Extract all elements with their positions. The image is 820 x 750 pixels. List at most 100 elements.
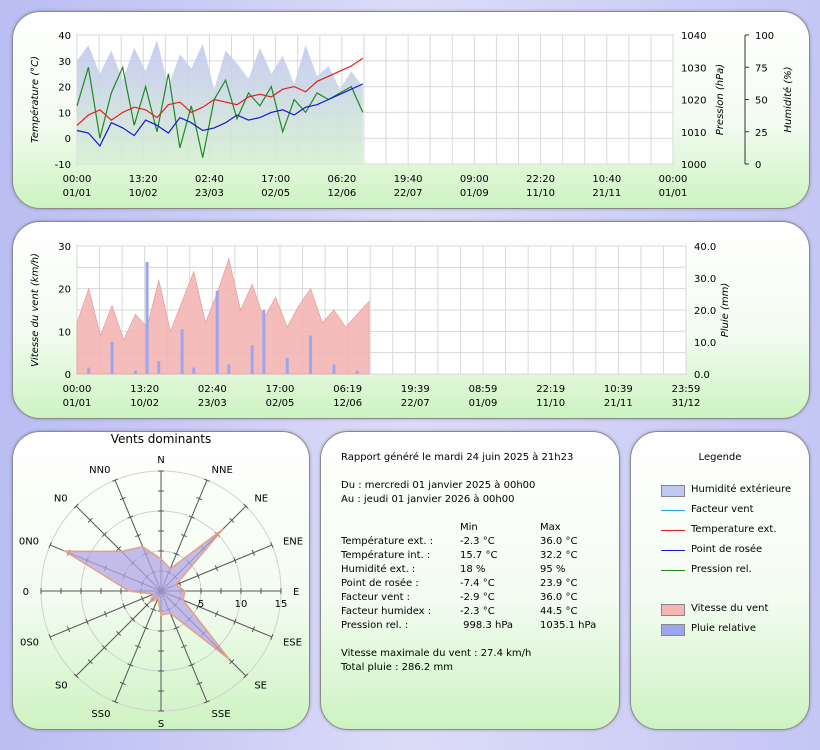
wind-x-tick-date: 31/12 <box>672 398 701 409</box>
humidity-series-area <box>77 40 363 165</box>
pressure-series-line <box>76 65 364 158</box>
temp-x-tick-time: 19:40 <box>394 174 423 185</box>
rose-direction-label: SSE <box>212 709 231 720</box>
dewpoint-series-line <box>76 83 364 147</box>
report-row-max: 32.2 °C <box>540 550 578 561</box>
rose-spoke-tick <box>48 633 52 640</box>
rose-direction-label: SS0 <box>91 709 110 720</box>
rose-direction-label: N0 <box>54 494 68 505</box>
wind-x-tick-date: 23/03 <box>198 398 227 409</box>
temp-y-tick: 0 <box>65 134 71 145</box>
rose-spoke-tick <box>196 572 200 579</box>
rose-spoke-tick <box>251 626 255 633</box>
rose-spoke-tick <box>203 700 210 704</box>
wind-y-label: Vitesse du vent (km/h) <box>30 253 41 367</box>
legend-label: Point de rosée <box>691 544 763 555</box>
rain-bar <box>250 345 254 374</box>
humidity-y-label: Humidité (%) <box>782 66 794 132</box>
temperature-chart-panel: 00:00 01/01 13:20 10/02 02:40 23/03 17:00 02/05… <box>12 11 810 209</box>
rose-spoke-tick <box>214 610 219 617</box>
rose-spoke-tick <box>233 557 237 564</box>
rose-direction-label: NE <box>254 494 268 505</box>
temp-x-tick-date: 01/01 <box>63 188 92 199</box>
report-row-label: Facteur humidex : <box>341 606 432 617</box>
legend-label: Humidité extérieure <box>691 484 792 495</box>
rose-spoke-tick <box>270 633 274 640</box>
report-col-max: Max <box>540 522 561 533</box>
wind-x-tick-time: 06:19 <box>333 384 362 395</box>
rose-direction-label: SE <box>254 680 267 691</box>
pressure-y-tick: 1040 <box>681 31 706 42</box>
report-panel: Rapport généré le mardi 24 juin 2025 à 2… <box>320 431 620 730</box>
wind-chart: 00:00 01/01 13:20 10/02 02:40 23/03 17:00 02/05… <box>30 242 731 409</box>
rose-spoke-tick <box>180 644 187 649</box>
wind-x-tick-time: 23:59 <box>672 384 701 395</box>
temp-x-tick-time: 22:20 <box>526 174 555 185</box>
temperature-series-line <box>76 57 364 126</box>
wind-rose-panel: Vents dominants N NNE NE ENE E ESE SE SSE S SS0 S0… <box>12 431 310 730</box>
temp-x-tick-time: 10:40 <box>592 174 621 185</box>
pressure-y-tick: 1030 <box>681 63 706 74</box>
rain-bar <box>227 364 231 374</box>
rose-direction-label: S <box>158 719 164 729</box>
wind-y-tick: 0 <box>65 370 71 381</box>
rose-series-area <box>62 528 230 660</box>
rain-bar <box>355 370 359 374</box>
rose-spoke-tick <box>73 503 79 509</box>
rose-spoke-tick <box>188 515 195 519</box>
rose-spoke-tick <box>140 595 145 602</box>
rose-direction-label: 0S0 <box>20 638 39 649</box>
rose-spoke-tick <box>196 603 200 610</box>
wind-x-tick-time: 08:59 <box>469 384 498 395</box>
rose-spoke-tick <box>122 603 126 610</box>
temp-y-tick: -10 <box>55 160 71 171</box>
rose-spoke-tick <box>48 542 52 549</box>
pressure-y-label: Pression (hPa) <box>715 64 726 135</box>
humidity-y-tick: 25 <box>755 128 768 139</box>
report-row-label: Humidité ext. : <box>341 564 416 575</box>
rain-y-tick: 30.0 <box>694 274 716 285</box>
rose-spoke-tick <box>233 618 237 625</box>
wind-y-tick: 10 <box>58 327 71 338</box>
rose-spoke-tick <box>229 517 235 523</box>
temp-x-tick-date: 23/03 <box>195 188 224 199</box>
wind-y-tick: 30 <box>58 242 71 253</box>
rose-spoke-tick <box>112 478 119 482</box>
report-from: Du : mercredi 01 janvier 2025 à 00h00 <box>341 480 536 491</box>
pressure-y-tick: 1020 <box>681 96 706 107</box>
temp-x-tick-date: 02/05 <box>261 188 290 199</box>
wind-chart-panel: 00:00 01/01 13:20 10/02 02:40 23/03 17:00 02/05… <box>12 221 810 419</box>
wind-x-tick-time: 22:19 <box>536 384 565 395</box>
legend-title: Legende <box>698 452 742 463</box>
pressure-y-tick: 1010 <box>681 128 706 139</box>
rain-bar <box>192 367 196 374</box>
wind-x-tick-date: 02/05 <box>266 398 295 409</box>
rose-spoke-tick <box>85 618 89 625</box>
rose-spoke-tick <box>127 515 134 519</box>
wind-x-tick-date: 21/11 <box>604 398 633 409</box>
temperature-chart: 00:00 01/01 13:20 10/02 02:40 23/03 17:00 02/05… <box>29 31 794 199</box>
rose-spoke-tick <box>188 663 195 667</box>
temp-x-tick-date: 12/06 <box>327 188 356 199</box>
rose-direction-label: E <box>293 587 299 598</box>
temp-x-tick-time: 06:20 <box>327 174 356 185</box>
legend-panel: Legende Humidité extérieure Facteur vent T… <box>630 431 810 730</box>
rose-spoke-tick <box>119 681 126 685</box>
report-row-label: Point de rosée : <box>341 578 419 589</box>
rose-spoke-tick <box>67 626 71 633</box>
rose-radius-tick: 10 <box>235 599 248 610</box>
rain-bar <box>309 335 313 374</box>
legend-swatch <box>661 624 685 636</box>
rose-spoke-tick <box>101 531 107 537</box>
temp-y-tick: 10 <box>58 108 71 119</box>
humidity-y-tick: 100 <box>755 31 774 42</box>
legend-label: Pression rel. <box>691 564 752 575</box>
rose-direction-label: ESE <box>283 638 302 649</box>
rain-bar <box>215 290 219 374</box>
wind-x-tick-date: 01/09 <box>469 398 498 409</box>
wind-series-area <box>76 257 370 375</box>
report-generated: Rapport généré le mardi 24 juin 2025 à 2… <box>341 452 574 463</box>
legend-label: Vitesse du vent <box>691 603 769 614</box>
rose-spoke-tick <box>135 533 142 538</box>
rose-spoke-tick <box>135 644 142 649</box>
